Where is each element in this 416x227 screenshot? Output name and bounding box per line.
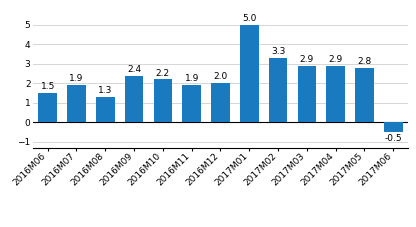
Text: 1.9: 1.9 bbox=[69, 74, 84, 83]
Text: 2.8: 2.8 bbox=[357, 57, 371, 66]
Bar bbox=[297, 66, 316, 122]
Bar bbox=[269, 58, 287, 122]
Text: 2.9: 2.9 bbox=[300, 55, 314, 64]
Bar bbox=[240, 25, 259, 122]
Bar bbox=[182, 85, 201, 122]
Bar bbox=[154, 79, 172, 122]
Bar bbox=[355, 68, 374, 122]
Bar bbox=[38, 93, 57, 122]
Text: 2.0: 2.0 bbox=[213, 72, 228, 81]
Text: 3.3: 3.3 bbox=[271, 47, 285, 56]
Text: 1.3: 1.3 bbox=[98, 86, 112, 95]
Text: 2.9: 2.9 bbox=[329, 55, 343, 64]
Text: 2.2: 2.2 bbox=[156, 69, 170, 77]
Text: 1.9: 1.9 bbox=[184, 74, 199, 83]
Text: 5.0: 5.0 bbox=[242, 14, 257, 23]
Bar bbox=[96, 97, 115, 122]
Text: 2.4: 2.4 bbox=[127, 65, 141, 74]
Bar bbox=[384, 122, 403, 132]
Bar bbox=[326, 66, 345, 122]
Text: -0.5: -0.5 bbox=[384, 134, 402, 143]
Bar bbox=[67, 85, 86, 122]
Text: 1.5: 1.5 bbox=[40, 82, 55, 91]
Bar bbox=[211, 83, 230, 122]
Bar bbox=[125, 76, 144, 122]
